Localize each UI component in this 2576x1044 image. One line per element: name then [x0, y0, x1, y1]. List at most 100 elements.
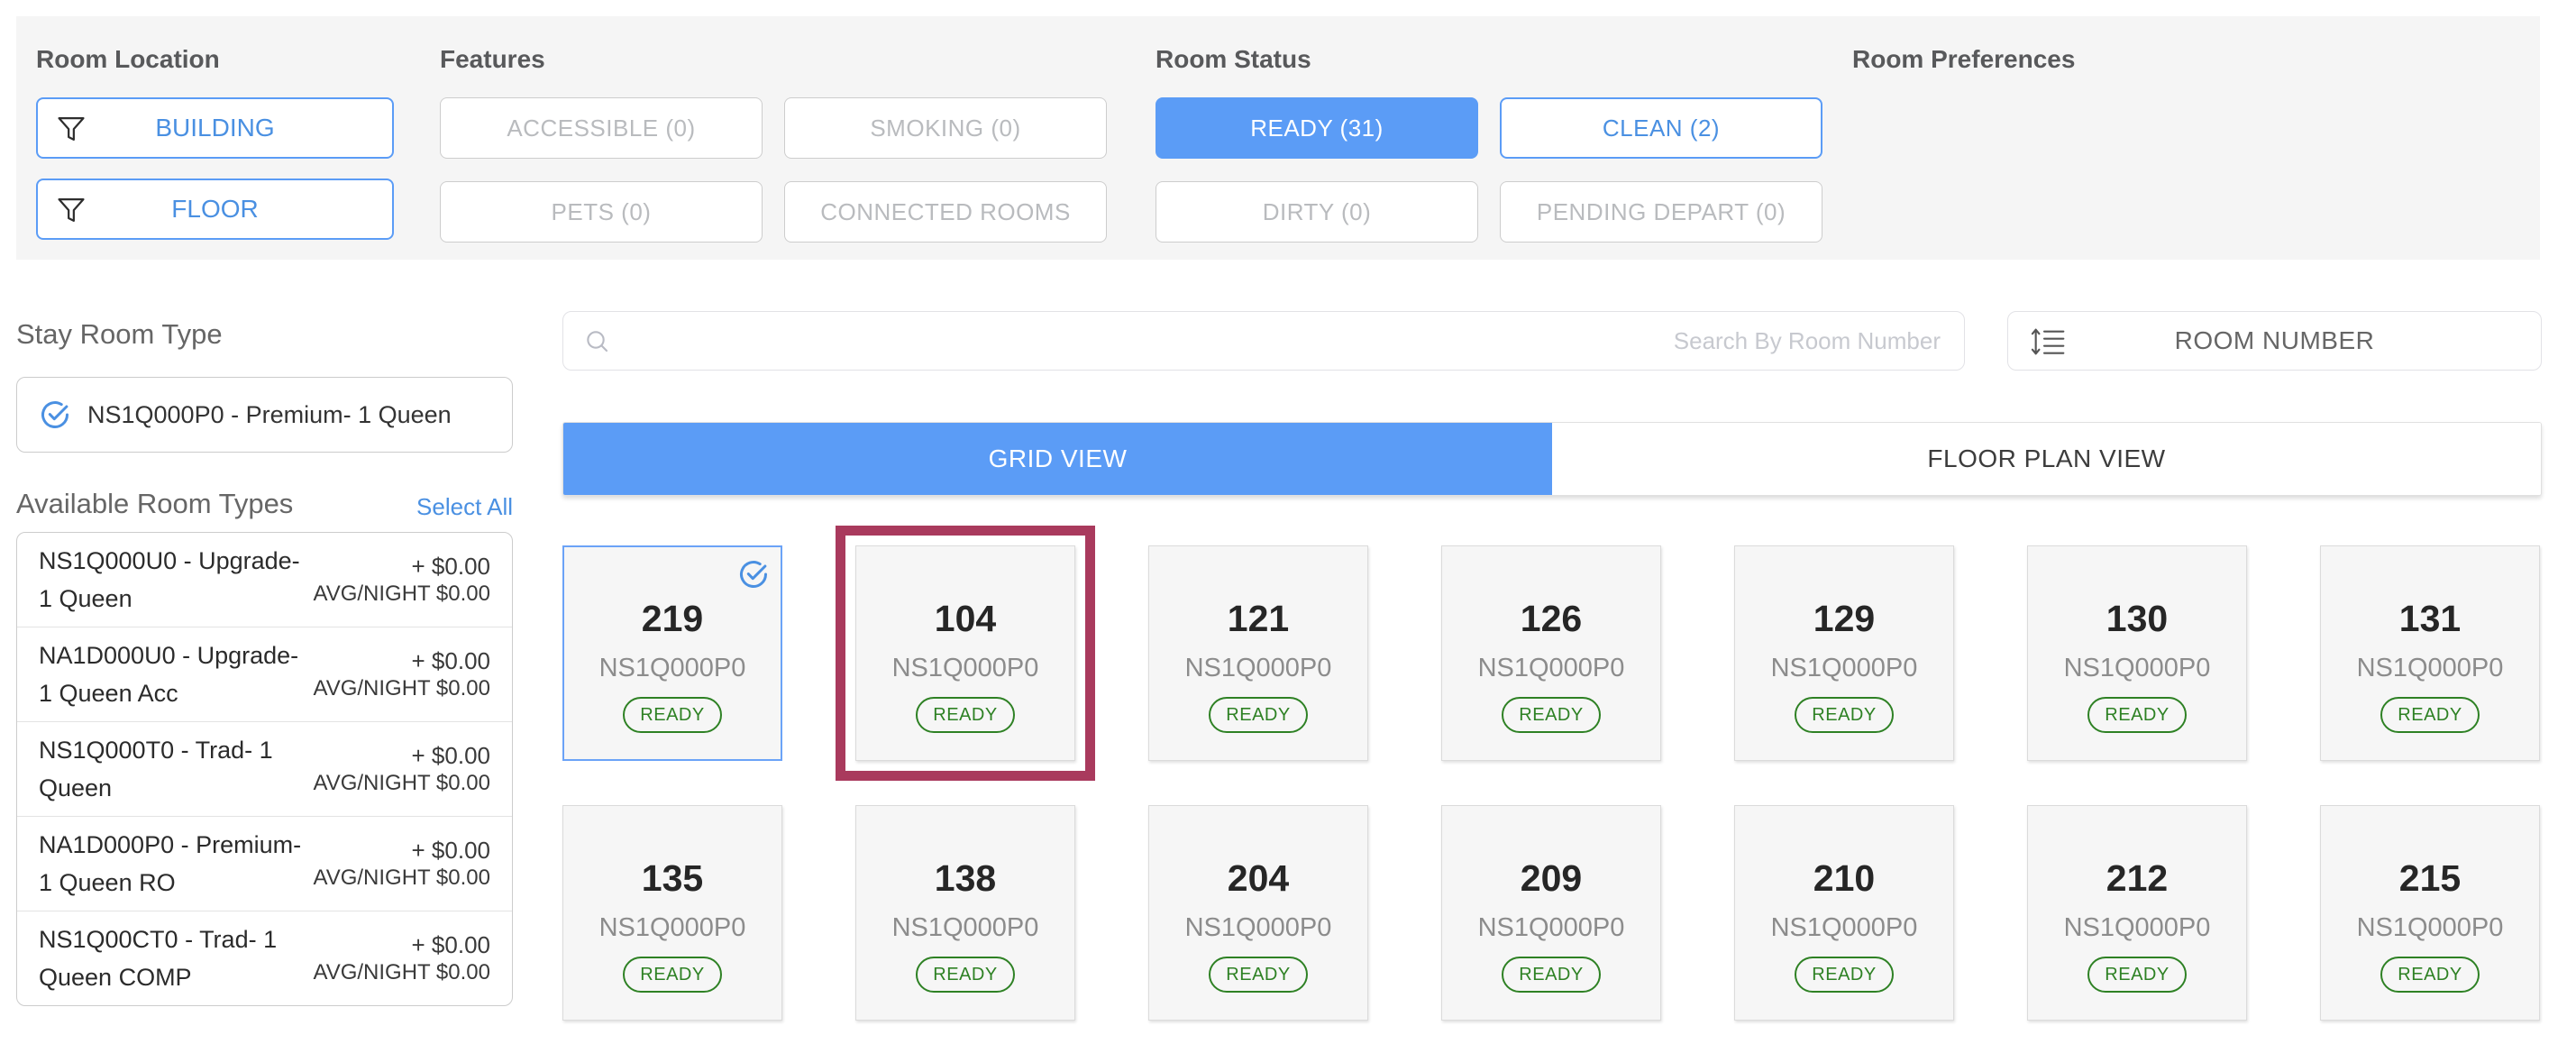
room-status-badge: READY [1502, 956, 1601, 993]
available-room-types-list: NS1Q000U0 - Upgrade- 1 Queen + $0.00 AVG… [16, 532, 513, 1006]
status-clean-button[interactable]: CLEAN (2) [1500, 97, 1822, 159]
room-type-pricing: + $0.00 AVG/NIGHT $0.00 [313, 741, 490, 797]
room-card[interactable]: 212 NS1Q000P0 READY [2027, 805, 2247, 1021]
building-filter-button[interactable]: BUILDING [36, 97, 394, 159]
room-type-pricing: + $0.00 AVG/NIGHT $0.00 [313, 552, 490, 608]
tab-grid-view[interactable]: GRID VIEW [563, 423, 1552, 495]
room-card[interactable]: 104 NS1Q000P0 READY [855, 545, 1075, 761]
room-card[interactable]: 130 NS1Q000P0 READY [2027, 545, 2247, 761]
room-status-heading: Room Status [1156, 45, 1311, 73]
search-input[interactable] [563, 312, 1964, 370]
stay-room-type-card[interactable]: NS1Q000P0 - Premium- 1 Queen [16, 377, 513, 453]
selected-check-icon [737, 558, 770, 591]
room-type-name: NS1Q00CT0 - Trad- 1 Queen COMP [39, 926, 278, 991]
room-number: 121 [1227, 597, 1290, 639]
view-tabs: GRID VIEW FLOOR PLAN VIEW [562, 422, 2542, 496]
room-number: 212 [2106, 856, 2169, 899]
room-type-code: NS1Q000P0 [2063, 912, 2211, 942]
room-card[interactable]: 131 NS1Q000P0 READY [2320, 545, 2540, 761]
room-cell: 138 NS1Q000P0 READY [855, 805, 1075, 1021]
room-cell: 129 NS1Q000P0 READY [1734, 545, 1954, 761]
room-type-pricing: + $0.00 AVG/NIGHT $0.00 [313, 836, 490, 892]
room-type-code: NS1Q000P0 [891, 653, 1039, 682]
room-type-list-item[interactable]: NA1D000U0 - Upgrade- 1 Queen Acc + $0.00… [17, 627, 512, 722]
room-type-list-item[interactable]: NS1Q000T0 - Trad- 1 Queen + $0.00 AVG/NI… [17, 722, 512, 817]
room-type-name: NS1Q000U0 - Upgrade- 1 Queen [39, 547, 300, 612]
room-status-badge: READY [1209, 696, 1308, 733]
room-status-badge: READY [1795, 696, 1894, 733]
room-type-pricing: + $0.00 AVG/NIGHT $0.00 [313, 646, 490, 702]
room-type-price-delta: + $0.00 [411, 837, 490, 864]
room-status-badge: READY [2087, 696, 2187, 733]
room-location-heading: Room Location [36, 45, 220, 73]
room-number: 210 [1813, 856, 1876, 899]
room-preferences-section: Room Preferences [1852, 16, 2483, 97]
room-type-list-item[interactable]: NS1Q000U0 - Upgrade- 1 Queen + $0.00 AVG… [17, 533, 512, 627]
room-type-name: NA1D000U0 - Upgrade- 1 Queen Acc [39, 642, 299, 707]
room-status-section: Room Status READY (31) CLEAN (2) DIRTY (… [1156, 16, 1842, 243]
room-number: 215 [2398, 856, 2462, 899]
room-card[interactable]: 135 NS1Q000P0 READY [562, 805, 782, 1021]
stay-room-type-heading: Stay Room Type [16, 318, 223, 350]
room-cell: 204 NS1Q000P0 READY [1148, 805, 1368, 1021]
room-type-code: NS1Q000P0 [891, 912, 1039, 942]
room-cell: 215 NS1Q000P0 READY [2320, 805, 2540, 1021]
room-type-code: NS1Q000P0 [598, 653, 746, 682]
select-all-link[interactable]: Select All [416, 493, 513, 520]
room-cell: 126 NS1Q000P0 READY [1441, 545, 1661, 761]
room-search-box [562, 311, 1965, 371]
room-number: 135 [641, 856, 704, 899]
status-dirty-button[interactable]: DIRTY (0) [1156, 181, 1478, 243]
room-type-sidebar: Stay Room Type NS1Q000P0 - Premium- 1 Qu… [16, 317, 513, 1006]
room-type-code: NS1Q000P0 [2063, 653, 2211, 682]
floor-filter-label: FLOOR [171, 195, 259, 223]
room-type-code: NS1Q000P0 [1184, 653, 1332, 682]
room-number: 131 [2398, 597, 2462, 639]
room-selection-content: ROOM NUMBER GRID VIEW FLOOR PLAN VIEW 21… [562, 311, 2542, 1021]
sort-icon [2031, 328, 2065, 355]
room-card[interactable]: 209 NS1Q000P0 READY [1441, 805, 1661, 1021]
room-number: 126 [1520, 597, 1583, 639]
room-type-code: NS1Q000P0 [1477, 653, 1625, 682]
tab-floor-plan-view[interactable]: FLOOR PLAN VIEW [1552, 423, 2541, 495]
room-type-code: NS1Q000P0 [598, 912, 746, 942]
room-card[interactable]: 121 NS1Q000P0 READY [1148, 545, 1368, 761]
room-card[interactable]: 219 NS1Q000P0 READY [562, 545, 782, 761]
room-card[interactable]: 126 NS1Q000P0 READY [1441, 545, 1661, 761]
floor-filter-button[interactable]: FLOOR [36, 179, 394, 240]
room-number: 129 [1813, 597, 1876, 639]
room-type-price-delta: + $0.00 [411, 647, 490, 674]
room-type-list-item[interactable]: NS1Q00CT0 - Trad- 1 Queen COMP + $0.00 A… [17, 911, 512, 1005]
feature-accessible-button[interactable]: ACCESSIBLE (0) [440, 97, 763, 159]
room-card[interactable]: 138 NS1Q000P0 READY [855, 805, 1075, 1021]
room-number: 130 [2106, 597, 2169, 639]
room-card[interactable]: 210 NS1Q000P0 READY [1734, 805, 1954, 1021]
room-card[interactable]: 215 NS1Q000P0 READY [2320, 805, 2540, 1021]
room-type-avg-night: AVG/NIGHT $0.00 [313, 582, 490, 606]
status-pending-depart-button[interactable]: PENDING DEPART (0) [1500, 181, 1822, 243]
room-status-badge: READY [916, 696, 1015, 733]
check-circle-icon [39, 398, 71, 431]
room-type-pricing: + $0.00 AVG/NIGHT $0.00 [313, 930, 490, 986]
room-cell: 131 NS1Q000P0 READY [2320, 545, 2540, 761]
feature-pets-button[interactable]: PETS (0) [440, 181, 763, 243]
filter-funnel-icon [54, 112, 88, 146]
room-card[interactable]: 204 NS1Q000P0 READY [1148, 805, 1368, 1021]
room-status-badge: READY [1209, 956, 1308, 993]
features-section: Features ACCESSIBLE (0) SMOKING (0) PETS… [440, 16, 1127, 243]
feature-connected-rooms-button[interactable]: CONNECTED ROOMS [784, 181, 1107, 243]
room-toolbar: ROOM NUMBER [562, 311, 2542, 371]
stay-room-type-value: NS1Q000P0 - Premium- 1 Queen [87, 400, 452, 428]
building-filter-label: BUILDING [155, 114, 275, 142]
room-card[interactable]: 129 NS1Q000P0 READY [1734, 545, 1954, 761]
room-type-code: NS1Q000P0 [2356, 912, 2504, 942]
sort-by-room-number-button[interactable]: ROOM NUMBER [2007, 311, 2542, 371]
room-cell: 135 NS1Q000P0 READY [562, 805, 782, 1021]
room-preferences-heading: Room Preferences [1852, 45, 2076, 73]
status-ready-button[interactable]: READY (31) [1156, 97, 1478, 159]
feature-smoking-button[interactable]: SMOKING (0) [784, 97, 1107, 159]
highlight-frame [836, 526, 1095, 781]
room-cell: 209 NS1Q000P0 READY [1441, 805, 1661, 1021]
room-type-list-item[interactable]: NA1D000P0 - Premium- 1 Queen RO + $0.00 … [17, 817, 512, 911]
